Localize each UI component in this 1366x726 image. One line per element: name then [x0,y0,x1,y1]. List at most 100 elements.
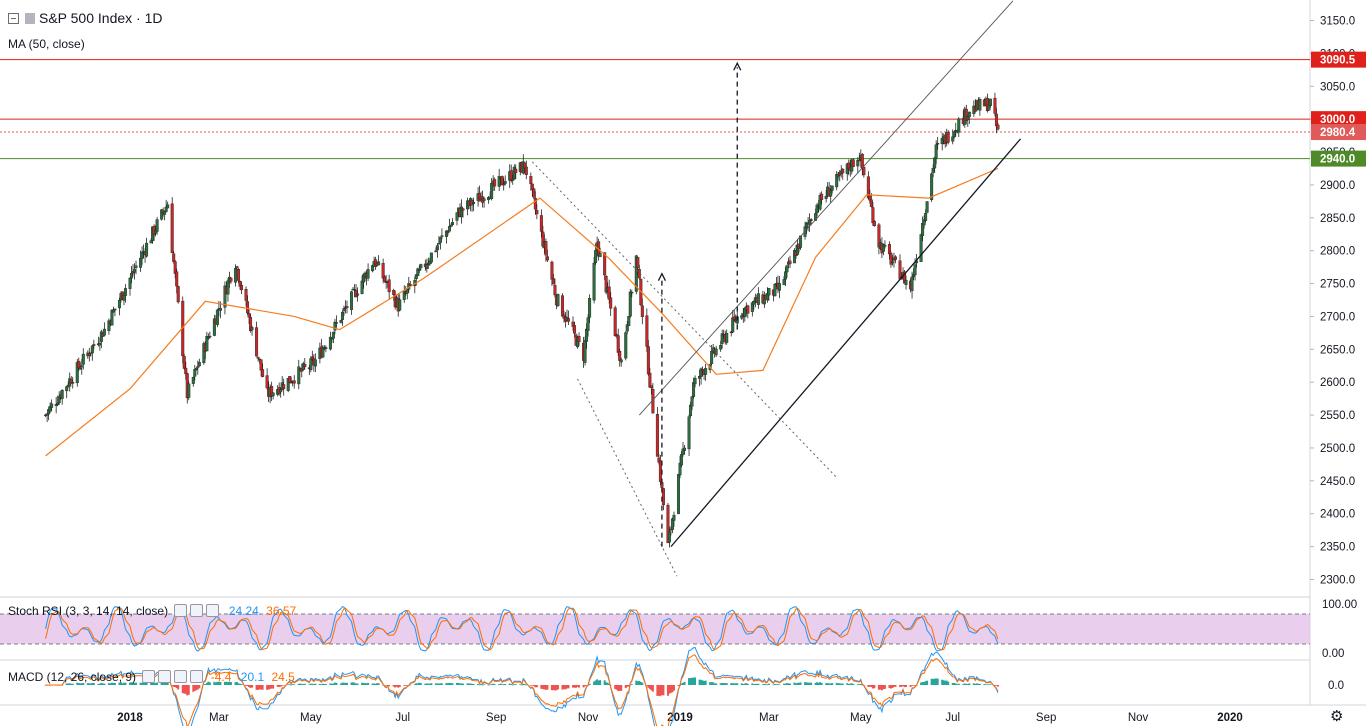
macd-hist-bar [113,682,116,685]
candle-body [883,244,887,247]
settings-icon[interactable] [190,604,204,617]
macd-hist-bar [466,683,469,685]
x-tick-label: Sep [486,712,506,724]
candle-body [172,253,176,262]
macd-hist-bar [124,682,127,685]
macd-hist-bar [785,683,788,685]
collapse-icon[interactable] [8,13,19,24]
macd-hist-bar [89,683,92,685]
eye-icon[interactable] [142,670,156,683]
macd-hist-bar [385,685,388,686]
candle-body [704,368,708,375]
candle-body [609,297,613,309]
candle-body [583,340,587,363]
symbol-title: S&P 500 Index · 1D [39,10,163,26]
y-tick-label: 2850.0 [1320,213,1355,225]
macd-hist-bar [773,684,776,685]
macd-hist-bar [648,685,651,689]
price-label-bg [1311,111,1366,128]
candle-body [951,136,955,142]
macd-hist-bar [636,681,639,685]
macd-hist-bar [989,684,992,685]
macd-hist-bar [891,685,894,689]
macd-hist-bar [142,682,145,685]
macd-hist-bar [734,683,737,685]
macd-hist-bar [712,682,715,685]
macd-hist-bar [831,683,834,685]
macd-hist-bar [133,682,136,685]
candle-body [636,257,640,269]
macd-hist-bar [193,685,196,691]
macd-hist-bar [868,685,871,687]
macd-hist-bar [924,681,927,685]
macd-hist-bar [888,685,891,689]
price-label-text: 2980.4 [1320,127,1356,139]
candle-body [933,157,937,169]
macd-hist-bar [141,682,144,685]
candle-body [65,386,69,392]
macd-hist-bar [689,678,692,685]
candle-body [841,168,845,174]
macd-hist-bar [154,682,157,685]
macd-hist-bar [451,683,454,685]
candle-body [271,392,275,397]
macd-hist-bar [986,684,989,686]
macd-hist-bar [455,682,458,685]
macd-hist-bar [312,684,315,685]
close-icon[interactable] [190,670,204,683]
macd-legend[interactable]: MACD (12, 26, close, 9) -4.4 20.1 24.5 [8,670,295,684]
stoch-rsi-legend[interactable]: Stoch RSI (3, 3, 14, 14, close) 24.24 36… [8,604,296,618]
macd-hist-bar [110,682,113,685]
macd-hist-bar [859,683,862,685]
macd-hist-bar [688,678,691,685]
macd-axis-label: 0.0 [1328,680,1344,692]
macd-hist-bar [445,683,448,685]
eye-icon[interactable] [174,604,188,617]
candle-body [530,183,534,191]
macd-hist-bar [67,683,70,685]
candle-body [788,260,792,265]
candle-body [532,188,536,198]
macd-hist-bar [837,683,840,685]
close-icon[interactable] [206,604,220,617]
candle-body [996,124,1000,130]
macd-hist-bar [835,682,838,685]
settings-icon[interactable] [158,670,172,683]
macd-hist-bar [198,685,201,689]
candle-body [461,208,465,211]
macd-hist-bar [162,682,165,685]
macd-hist-bar [858,684,861,685]
macd-hist-bar [552,685,555,691]
macd-hist-bar [879,685,882,690]
macd-hist-bar [323,684,326,685]
candle-body [286,378,290,391]
candle-body [732,316,736,320]
source-icon[interactable] [174,670,188,683]
macd-hist-bar [703,680,706,685]
macd-hist-bar [850,683,853,685]
macd-hist-bar [208,682,211,685]
macd-hist-bar [449,683,452,685]
macd-hist-bar [342,682,345,685]
candle-body [240,284,244,291]
candle-body [434,250,438,253]
candle-body [145,242,149,257]
candle-body [809,219,813,221]
candle-body [450,222,454,225]
macd-hist-bar [585,685,588,686]
macd-hist-bar [440,683,443,685]
macd-hist-bar [388,685,391,687]
ma-legend[interactable]: MA (50, close) [8,37,85,51]
candle-body [113,308,117,311]
gear-icon[interactable]: ⚙ [1330,708,1344,725]
y-tick-label: 2900.0 [1320,180,1355,192]
macd-hist-bar [514,684,517,685]
candle-body [752,301,756,305]
macd-hist-bar [593,681,596,685]
candle-body [182,356,186,369]
flag-icon[interactable] [25,13,35,24]
macd-hist-bar [207,681,210,685]
macd-hist-bar [682,682,685,685]
candle-body [128,277,132,289]
